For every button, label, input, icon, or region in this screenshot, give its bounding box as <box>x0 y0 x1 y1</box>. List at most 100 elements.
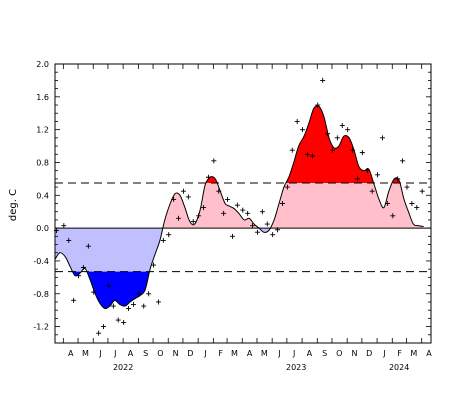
data-point <box>141 303 147 309</box>
data-point <box>216 188 222 194</box>
y-tick-label: -0.8 <box>33 290 49 299</box>
data-point <box>240 207 246 213</box>
x-month-label: O <box>336 349 342 358</box>
data-point <box>419 188 425 194</box>
data-point <box>176 215 182 221</box>
x-year-label: 2023 <box>286 363 306 372</box>
data-point <box>315 102 321 108</box>
anomaly-curve <box>54 105 424 310</box>
data-point <box>229 233 235 239</box>
data-point <box>151 262 157 268</box>
data-point <box>345 127 351 133</box>
data-point <box>110 303 116 309</box>
data-point <box>404 184 410 190</box>
data-point <box>334 135 340 141</box>
data-point <box>279 201 285 206</box>
data-point <box>384 201 390 206</box>
y-tick-label: 0.8 <box>36 158 49 167</box>
data-point <box>185 194 191 200</box>
data-point <box>390 213 396 219</box>
x-month-label: N <box>173 349 179 358</box>
data-point <box>234 202 240 208</box>
positive-weak-fill <box>162 182 424 229</box>
data-point <box>379 135 385 141</box>
data-point <box>115 317 121 323</box>
x-month-label: S <box>143 349 148 358</box>
x-month-label: A <box>68 349 74 358</box>
x-month-label: J <box>292 349 295 358</box>
data-point <box>250 223 256 229</box>
data-point <box>196 213 202 219</box>
data-point <box>329 147 335 153</box>
x-month-label: D <box>187 349 193 358</box>
anomaly-fills <box>55 105 424 309</box>
data-point <box>96 330 102 336</box>
y-tick-label: 0.4 <box>36 191 49 200</box>
x-month-label: D <box>366 349 372 358</box>
y-tick-label: 1.6 <box>36 93 49 102</box>
data-point <box>211 158 217 164</box>
x-month-label: F <box>397 349 402 358</box>
data-point <box>126 306 132 312</box>
data-point <box>130 301 136 307</box>
data-point <box>254 229 260 235</box>
data-point <box>395 176 401 182</box>
data-point <box>155 299 161 305</box>
y-tick-label: 2.0 <box>36 60 49 69</box>
y-tick-label: 1.2 <box>36 126 49 135</box>
x-month-label: J <box>277 349 280 358</box>
data-point <box>400 158 406 164</box>
x-year-label: 2024 <box>389 363 409 372</box>
x-month-label: A <box>247 349 253 358</box>
y-tick-label: -0.4 <box>33 257 49 266</box>
data-point <box>205 174 211 180</box>
data-point <box>61 223 67 229</box>
y-tick-label: 0.0 <box>36 224 49 233</box>
data-point <box>121 319 127 325</box>
data-point <box>359 150 365 156</box>
x-month-label: J <box>113 349 116 358</box>
data-point <box>66 237 72 243</box>
x-month-label: A <box>307 349 313 358</box>
x-month-label: M <box>82 349 89 358</box>
x-month-label: J <box>98 349 101 358</box>
y-tick-label: -1.2 <box>33 323 49 332</box>
data-point <box>325 131 331 137</box>
negative-weak-fill <box>55 228 424 272</box>
data-point <box>264 221 270 227</box>
data-point <box>354 176 360 182</box>
x-month-label: M <box>261 349 268 358</box>
x-month-label: M <box>410 349 417 358</box>
data-point <box>289 147 295 153</box>
data-point <box>245 210 251 216</box>
data-points <box>53 77 425 336</box>
data-point <box>171 196 177 202</box>
data-point <box>275 227 281 233</box>
data-point <box>225 196 231 202</box>
data-point <box>350 147 356 153</box>
data-point <box>201 205 207 211</box>
x-month-label: J <box>382 349 385 358</box>
data-point <box>146 291 152 297</box>
data-point <box>76 273 82 279</box>
x-month-label: S <box>322 349 327 358</box>
x-month-label: N <box>352 349 358 358</box>
data-point <box>270 232 276 238</box>
x-year-label: 2022 <box>113 363 133 372</box>
data-point <box>166 232 172 238</box>
threshold-lines <box>55 182 431 273</box>
x-month-label: O <box>157 349 163 358</box>
data-point <box>414 205 420 211</box>
data-point <box>221 210 227 216</box>
x-month-label: J <box>203 349 206 358</box>
x-month-label: M <box>231 349 238 358</box>
data-point <box>259 209 265 215</box>
data-point <box>85 243 91 249</box>
data-point <box>369 188 375 194</box>
data-point <box>304 151 310 157</box>
data-point <box>101 324 107 330</box>
y-axis: -1.2 -0.8 -0.4 0.0 0.4 0.8 1.2 1.6 2.0 <box>33 60 431 344</box>
data-point <box>320 77 326 83</box>
